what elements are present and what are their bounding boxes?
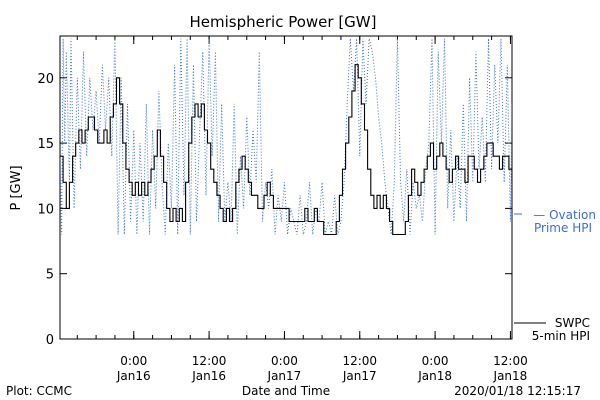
x-tick-time-label: 12:00	[192, 354, 227, 368]
plot-credit: Plot: CCMC	[6, 384, 72, 398]
swpc-line	[60, 64, 512, 236]
x-tick-date-label: Jan18	[493, 369, 528, 383]
x-tick-date-label: Jan16	[116, 369, 151, 383]
x-tick-time-label: 0:00	[271, 354, 298, 368]
y-tick-label: 10	[37, 202, 54, 217]
legend-ovation-line1: — Ovation	[533, 208, 596, 222]
y-tick-label: 15	[37, 137, 54, 152]
x-axis-label: Date and Time	[242, 384, 330, 398]
x-tick-time-label: 0:00	[120, 354, 147, 368]
plot-frame	[59, 35, 513, 340]
x-tick-date-label: Jan17	[267, 369, 302, 383]
y-axis-label: P [GW]	[9, 165, 24, 210]
generated-timestamp: 2020/01/18 12:15:17	[454, 384, 581, 398]
chart-title: Hemispheric Power [GW]	[190, 13, 377, 31]
y-axis: 0 5 10 15 20	[37, 72, 512, 348]
ovation-prime-line	[60, 38, 512, 235]
y-tick-label: 0	[46, 333, 54, 348]
x-tick-time-label: 12:00	[342, 354, 377, 368]
x-tick-time-label: 12:00	[493, 354, 528, 368]
y-tick-label: 5	[46, 268, 54, 283]
x-tick-date-label: Jan16	[191, 369, 226, 383]
x-axis: 0:00Jan1612:00Jan160:00Jan1712:00Jan170:…	[76, 36, 528, 383]
series-ovation-prime	[60, 38, 512, 235]
y-tick-label: 20	[37, 72, 54, 87]
legend-swpc-line2: 5-min HPI	[532, 329, 590, 343]
x-tick-time-label: 0:00	[422, 354, 449, 368]
legend-ovation-line2: Prime HPI	[534, 221, 592, 235]
x-tick-date-label: Jan18	[417, 369, 452, 383]
x-tick-date-label: Jan17	[342, 369, 377, 383]
series-swpc	[60, 64, 512, 236]
series-layer	[60, 38, 512, 236]
legend-swpc-line1: SWPC	[555, 316, 590, 330]
